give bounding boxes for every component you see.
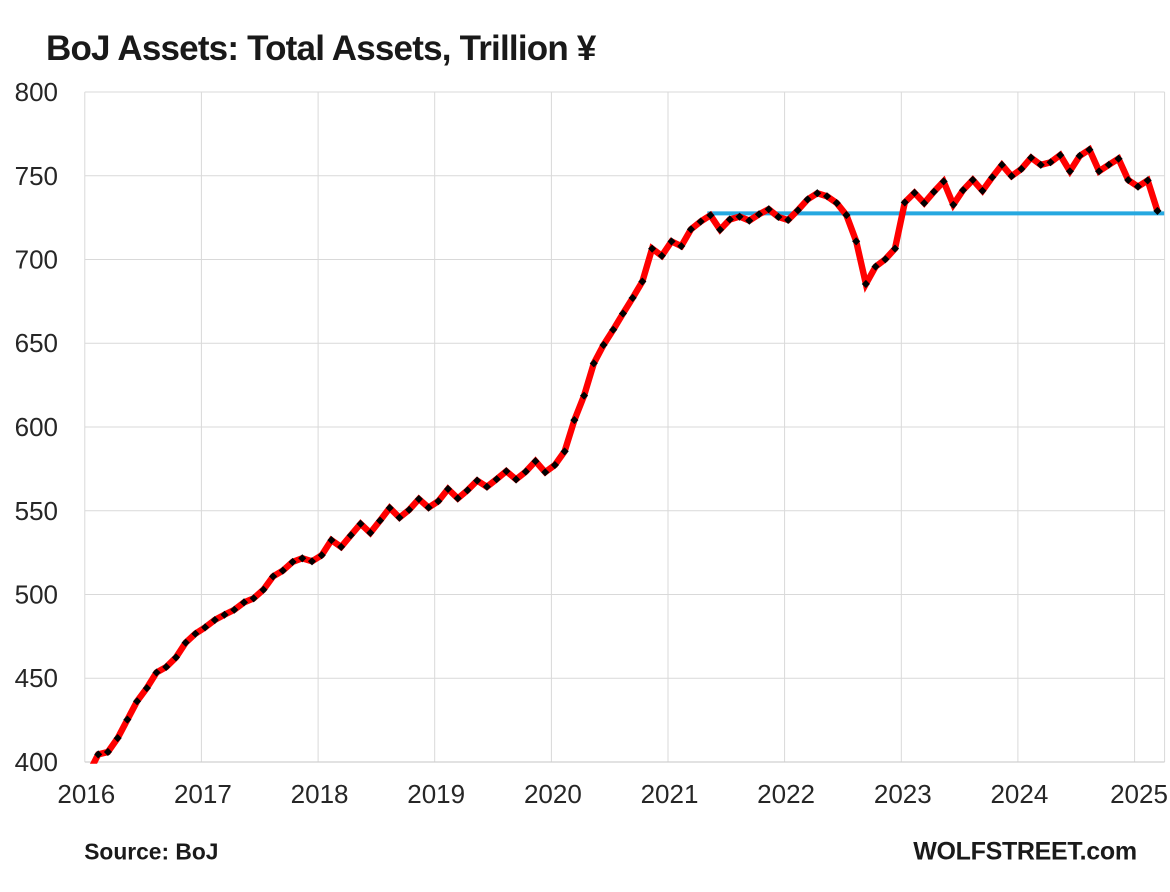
svg-text:2017: 2017 <box>174 779 232 809</box>
svg-text:2020: 2020 <box>524 779 582 809</box>
svg-text:2024: 2024 <box>990 779 1048 809</box>
svg-text:2016: 2016 <box>57 779 115 809</box>
svg-text:BoJ Assets: Total Assets, Tril: BoJ Assets: Total Assets, Trillion ¥ <box>46 29 597 68</box>
svg-text:700: 700 <box>15 245 58 275</box>
svg-text:400: 400 <box>15 747 58 777</box>
svg-text:550: 550 <box>15 496 58 526</box>
svg-text:600: 600 <box>15 412 58 442</box>
svg-text:750: 750 <box>15 161 58 191</box>
svg-text:WOLFSTREET.com: WOLFSTREET.com <box>913 838 1137 866</box>
svg-text:500: 500 <box>15 580 58 610</box>
svg-text:800: 800 <box>15 77 58 107</box>
svg-text:2025: 2025 <box>1110 779 1168 809</box>
svg-text:2021: 2021 <box>641 779 699 809</box>
svg-text:450: 450 <box>15 663 58 693</box>
svg-text:2023: 2023 <box>874 779 932 809</box>
svg-text:2019: 2019 <box>407 779 465 809</box>
svg-text:650: 650 <box>15 328 58 358</box>
svg-text:Source: BoJ: Source: BoJ <box>84 839 218 865</box>
svg-text:2022: 2022 <box>757 779 815 809</box>
svg-text:2018: 2018 <box>291 779 349 809</box>
